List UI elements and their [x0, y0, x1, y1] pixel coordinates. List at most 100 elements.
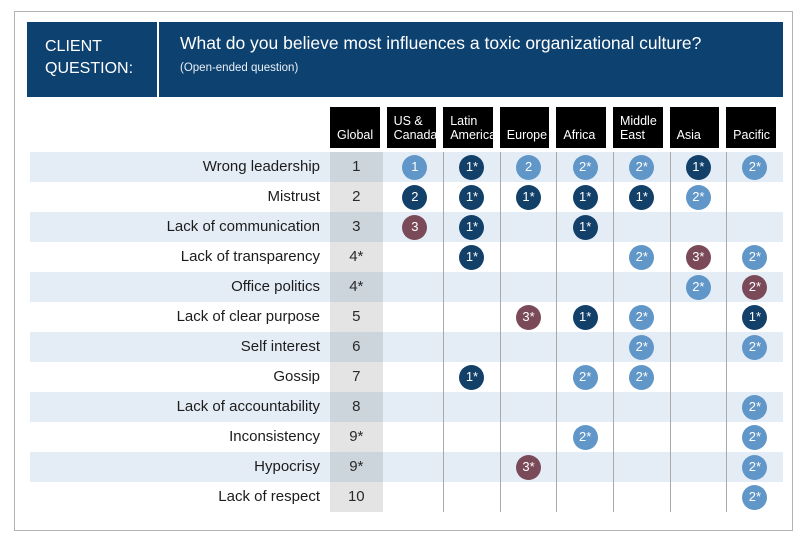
- global-rank-cell: 6: [330, 332, 383, 362]
- region-rank-cell: [612, 392, 670, 422]
- rank-bubble: 1*: [742, 304, 768, 330]
- row-label: Wrong leadership: [202, 158, 320, 175]
- region-rank-cell: 2*: [726, 272, 783, 302]
- table-row: Lack of clear purpose 5 3* 1* 2* 1*: [30, 302, 783, 332]
- region-rank-cell: 1*: [669, 152, 727, 182]
- row-label: Gossip: [273, 368, 320, 385]
- region-rank-cell: [443, 272, 500, 302]
- table-row: Gossip 7 1* 2* 2*: [30, 362, 783, 392]
- client-question-banner: CLIENT QUESTION: What do you believe mos…: [27, 22, 783, 97]
- rank-bubble: 2*: [742, 394, 768, 420]
- outer-border-frame: [14, 11, 793, 531]
- region-rank-cell: 3*: [499, 452, 557, 482]
- global-rank-cell: 8: [330, 392, 383, 422]
- row-label: Mistrust: [267, 188, 321, 205]
- region-rank-cell: 2*: [612, 152, 670, 182]
- region-rank-cell: [443, 332, 500, 362]
- region-rank-cell: 2*: [726, 392, 783, 422]
- region-rank-cell: [556, 452, 613, 482]
- region-rank-cell: 3*: [669, 242, 727, 272]
- region-rank-cell: 1*: [556, 182, 613, 212]
- question-block: What do you believe most influences a to…: [159, 22, 701, 97]
- region-rank-cell: 2*: [726, 152, 783, 182]
- rank-bubble: 3*: [516, 454, 542, 480]
- region-rank-cell: 2*: [726, 482, 783, 512]
- region-rank-cell: 1*: [443, 152, 500, 182]
- global-rank-cell: 4*: [330, 272, 383, 302]
- rank-bubble: 1*: [459, 184, 485, 210]
- region-rank-cell: 1*: [499, 182, 557, 212]
- rank-bubble: 2*: [685, 184, 711, 210]
- column-header: Pacific: [726, 107, 776, 148]
- region-rank-cell: 2*: [726, 242, 783, 272]
- rank-bubble: 2*: [742, 274, 768, 300]
- region-rank-cell: [387, 392, 444, 422]
- rank-bubble: 2*: [742, 424, 768, 450]
- rank-bubble: 2*: [742, 334, 768, 360]
- rank-bubble: 2*: [629, 304, 655, 330]
- region-rank-cell: [669, 482, 727, 512]
- rank-bubble: 2*: [742, 154, 768, 180]
- region-rank-cell: [612, 422, 670, 452]
- table-row: Lack of accountability 8 2*: [30, 392, 783, 422]
- column-header: Global: [330, 107, 380, 148]
- region-rank-cell: [612, 272, 670, 302]
- rank-bubble: 3: [402, 214, 428, 240]
- table-row: Mistrust 2 2 1* 1* 1* 1* 2*: [30, 182, 783, 212]
- region-rank-cell: [443, 422, 500, 452]
- region-rank-cell: 2*: [612, 302, 670, 332]
- rank-bubble: 2*: [629, 364, 655, 390]
- region-rank-cell: [726, 212, 783, 242]
- region-rank-cell: [669, 212, 727, 242]
- region-rank-cell: [499, 362, 557, 392]
- row-label: Self interest: [240, 338, 320, 355]
- region-rank-cell: [556, 332, 613, 362]
- region-rank-cell: 3: [387, 212, 444, 242]
- rank-bubble: 2*: [742, 484, 768, 510]
- region-rank-cell: 2*: [669, 272, 727, 302]
- column-header: Asia: [669, 107, 720, 148]
- region-rank-cell: [387, 482, 444, 512]
- table-body: Wrong leadership 1 1 1* 2 2* 2* 1* 2* Mistrust 2 2 1…: [30, 152, 783, 512]
- region-rank-cell: 1*: [443, 362, 500, 392]
- region-rank-cell: 1*: [556, 212, 613, 242]
- table-row: Self interest 6 2* 2*: [30, 332, 783, 362]
- global-rank-cell: 7: [330, 362, 383, 392]
- rank-bubble: 1*: [459, 214, 485, 240]
- region-rank-cell: 1*: [443, 242, 500, 272]
- region-rank-cell: [556, 482, 613, 512]
- region-rank-cell: [669, 392, 727, 422]
- region-rank-cell: 2: [387, 182, 444, 212]
- region-rank-cell: 2*: [612, 242, 670, 272]
- rank-bubble: 1*: [516, 184, 542, 210]
- region-rank-cell: 1*: [443, 212, 500, 242]
- rank-bubble: 1*: [459, 364, 485, 390]
- rank-bubble: 1*: [572, 214, 598, 240]
- table-row: Lack of communication 3 3 1* 1*: [30, 212, 783, 242]
- global-rank-cell: 10: [330, 482, 383, 512]
- rank-bubble: 2: [402, 184, 428, 210]
- region-rank-cell: [612, 482, 670, 512]
- region-rank-cell: [556, 242, 613, 272]
- table-row: Hypocrisy 9* 3* 2*: [30, 452, 783, 482]
- region-rank-cell: [387, 272, 444, 302]
- global-rank-cell: 2: [330, 182, 383, 212]
- row-label: Inconsistency: [229, 428, 320, 445]
- rank-bubble: 2*: [572, 154, 598, 180]
- column-header: Europe: [499, 107, 550, 148]
- row-label: Lack of respect: [218, 488, 320, 505]
- region-rank-cell: [387, 302, 444, 332]
- rank-bubble: 2*: [629, 244, 655, 270]
- rank-bubble: 3*: [516, 304, 542, 330]
- column-header: Africa: [556, 107, 606, 148]
- region-rank-cell: 2*: [556, 152, 613, 182]
- region-rank-cell: [387, 332, 444, 362]
- rank-bubble: 2*: [685, 274, 711, 300]
- table-row: Office politics 4* 2* 2*: [30, 272, 783, 302]
- rank-bubble: 1*: [572, 184, 598, 210]
- region-rank-cell: 2*: [556, 422, 613, 452]
- region-rank-cell: [499, 392, 557, 422]
- row-label: Hypocrisy: [254, 458, 320, 475]
- row-label: Lack of transparency: [180, 248, 320, 265]
- global-rank-cell: 4*: [330, 242, 383, 272]
